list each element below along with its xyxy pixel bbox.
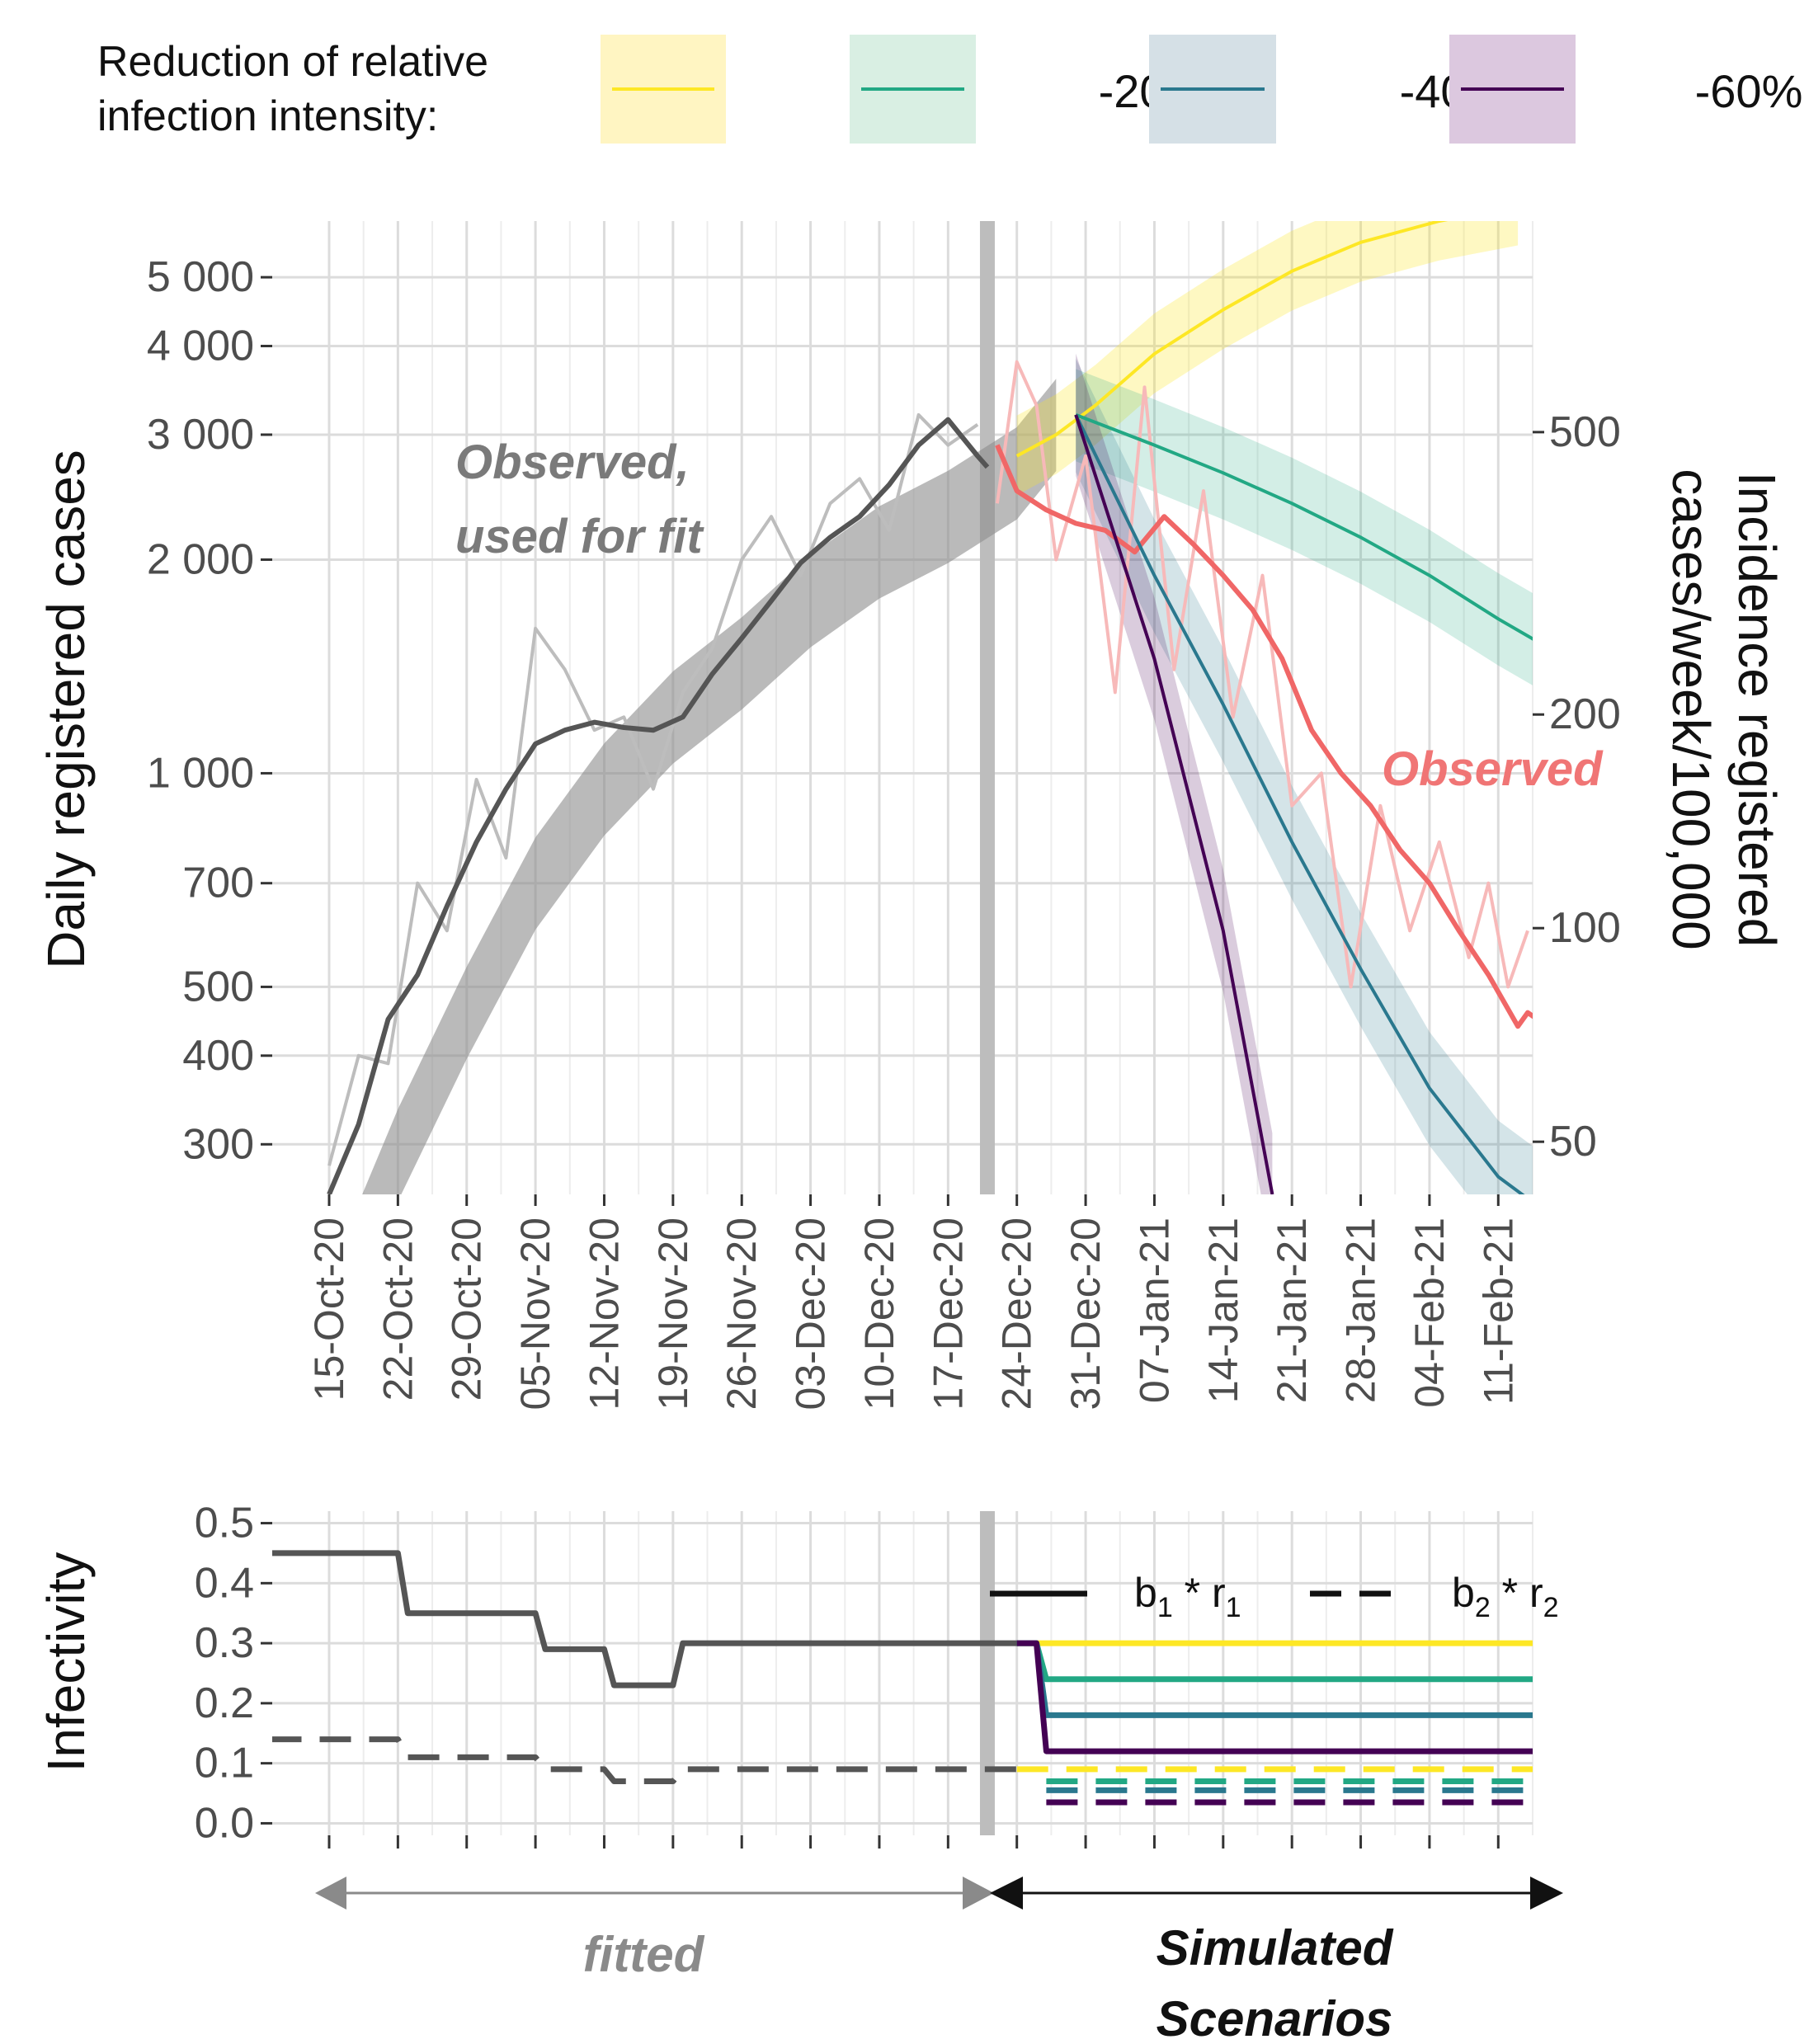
sub-plot-area [272, 1511, 1533, 1835]
sub-y-tick-label-0: 0.0 [195, 1799, 254, 1847]
infectivity-y-axis: 0.0 0.1 0.2 0.3 0.4 0.5 [195, 1500, 272, 1847]
x-tick-label-10: 24-Dec-20 [994, 1217, 1040, 1410]
y2-tick-label-0: 50 [1549, 1118, 1597, 1166]
series-line-observed-used-for-fit-7-day-average [327, 417, 990, 1194]
infectivity-line-b1-r1-fitted [272, 1550, 1017, 1688]
x-tick-label-15: 28-Jan-21 [1338, 1217, 1384, 1403]
y2-tick-label-1: 100 [1549, 904, 1621, 952]
x-tick-label-9: 17-Dec-20 [925, 1217, 971, 1410]
legend-label-60: -60% [1695, 65, 1803, 117]
infectivity-lines [272, 1550, 1533, 1806]
legend-b1-operator: * [1173, 1570, 1212, 1616]
series-line-60 [1074, 414, 1274, 1194]
infectivity-legend: b1 * r1 b2 * r2 [990, 1570, 1559, 1623]
annotation-observed-fit-line1: Observed, [455, 436, 690, 489]
legend-r1-symbol: r [1212, 1570, 1226, 1616]
sub-y-tick-label-1: 0.1 [195, 1740, 254, 1787]
x-tick-label-7: 03-Dec-20 [788, 1217, 834, 1410]
x-tick-label-8: 10-Dec-20 [856, 1217, 902, 1410]
x-tick-label-16: 04-Feb-21 [1406, 1217, 1453, 1408]
y-tick-label-7: 4 000 [147, 322, 254, 370]
simulated-label-line2: Scenarios [1157, 1991, 1393, 2044]
band-0pct [1016, 221, 1519, 496]
legend-r2-subscript: 2 [1543, 1592, 1559, 1623]
fitted-arrow-head-right [963, 1877, 994, 1910]
y-tick-label-1: 400 [182, 1032, 254, 1080]
legend-b1-subscript: 1 [1157, 1592, 1173, 1623]
x-tick-label-11: 31-Dec-20 [1062, 1217, 1109, 1410]
x-tick-label-4: 12-Nov-20 [581, 1217, 627, 1410]
legend-b2-operator: * [1491, 1570, 1529, 1616]
band-40pct [1076, 358, 1533, 1194]
y-tick-label-8: 5 000 [147, 253, 254, 301]
fitted-label: fitted [583, 1927, 705, 1982]
sub-y-tick-label-2: 0.2 [195, 1679, 254, 1727]
band-20pct [1076, 369, 1533, 685]
x-tick-label-13: 14-Jan-21 [1200, 1217, 1246, 1403]
legend-r1-subscript: 1 [1226, 1592, 1241, 1623]
legend-b2-r2: b2 * r2 [1452, 1570, 1559, 1623]
series-line-observed-7-day-average [995, 444, 1533, 1029]
series-line-observed-daily [995, 360, 1529, 989]
series-line-observed-used-for-fit-daily [327, 412, 979, 1166]
infectivity-y-title: Infectivity [36, 1552, 96, 1773]
main-lines [327, 221, 1533, 1194]
sub-y-tick-label-3: 0.3 [195, 1619, 254, 1667]
x-tick-label-6: 26-Nov-20 [718, 1217, 765, 1410]
y2-tick-label-3: 500 [1549, 408, 1621, 456]
y-tick-label-0: 300 [182, 1120, 254, 1168]
main-grid [272, 221, 1533, 1194]
simulated-label-line1: Simulated [1157, 1920, 1394, 1976]
fitted-arrow-head-left [315, 1877, 346, 1910]
annotation-observed-fit-line2: used for fit [455, 510, 704, 563]
main-x-axis: 15-Oct-20 22-Oct-20 29-Oct-20 05-Nov-20 12-N… [306, 1194, 1521, 1410]
x-tick-label-2: 29-Oct-20 [444, 1217, 490, 1401]
legend-items: 0%-20%-40%-60% [601, 35, 1802, 144]
y2-tick-label-2: 200 [1549, 690, 1621, 738]
main-y-axis: 300 400 500 700 1 000 2 000 3 000 4 000 5 000 [147, 253, 272, 1168]
simulated-arrow-head-left [990, 1877, 1023, 1910]
infectivity-grid [272, 1511, 1533, 1835]
y-tick-label-5: 2 000 [147, 535, 254, 583]
series-line-40 [1074, 414, 1525, 1194]
annotation-observed: Observed [1382, 742, 1604, 796]
y-tick-label-4: 1 000 [147, 749, 254, 797]
main-panel: 300 400 500 700 1 000 2 000 3 000 4 000 5 000 50… [147, 221, 1621, 1410]
x-tick-label-12: 07-Jan-21 [1131, 1217, 1177, 1403]
y-tick-label-6: 3 000 [147, 411, 254, 459]
sub-y-tick-label-4: 0.4 [195, 1559, 254, 1607]
infectivity-panel: 0.0 0.1 0.2 0.3 0.4 0.5 [195, 1500, 1533, 1849]
y-axis-title: Daily registered cases [36, 450, 96, 969]
sub-y-tick-label-5: 0.5 [195, 1500, 254, 1547]
infectivity-line-b1-r1-60 [1016, 1640, 1533, 1754]
legend: Reduction of relative infection intensit… [97, 35, 1802, 144]
band-fitted-model [362, 379, 1057, 1194]
main-y2-axis: 50 100 200 500 [1533, 408, 1621, 1166]
x-tick-label-1: 22-Oct-20 [375, 1217, 421, 1401]
series-line-20 [1075, 413, 1533, 641]
legend-b1-symbol: b [1134, 1570, 1157, 1616]
main-plot-area [272, 221, 1533, 1194]
series-line-0 [1015, 221, 1449, 458]
legend-r2-symbol: r [1529, 1570, 1543, 1616]
y-tick-label-3: 700 [182, 860, 254, 907]
y2-axis-title-line2: cases/week/100,000 [1661, 469, 1721, 950]
legend-title-line1: Reduction of relative [97, 38, 488, 86]
infectivity-line-b2-r2-fitted [272, 1736, 1017, 1784]
legend-b2-symbol: b [1452, 1570, 1475, 1616]
y-tick-label-2: 500 [182, 963, 254, 1010]
infectivity-x-axis [327, 1835, 1500, 1849]
y2-axis-title-line1: Incidence registered [1727, 472, 1787, 947]
x-tick-label-14: 21-Jan-21 [1269, 1217, 1315, 1403]
x-tick-label-3: 05-Nov-20 [512, 1217, 558, 1410]
simulated-arrow-head-right [1530, 1877, 1563, 1910]
x-tick-label-0: 15-Oct-20 [306, 1217, 352, 1401]
legend-b1-r1: b1 * r1 [1134, 1570, 1241, 1623]
range-arrows: fitted Simulated Scenarios [315, 1877, 1563, 2044]
legend-b2-subscript: 2 [1475, 1592, 1491, 1623]
x-tick-label-17: 11-Feb-21 [1475, 1217, 1521, 1405]
legend-title-line2: infection intensity: [97, 92, 438, 140]
x-tick-label-5: 19-Nov-20 [650, 1217, 696, 1410]
